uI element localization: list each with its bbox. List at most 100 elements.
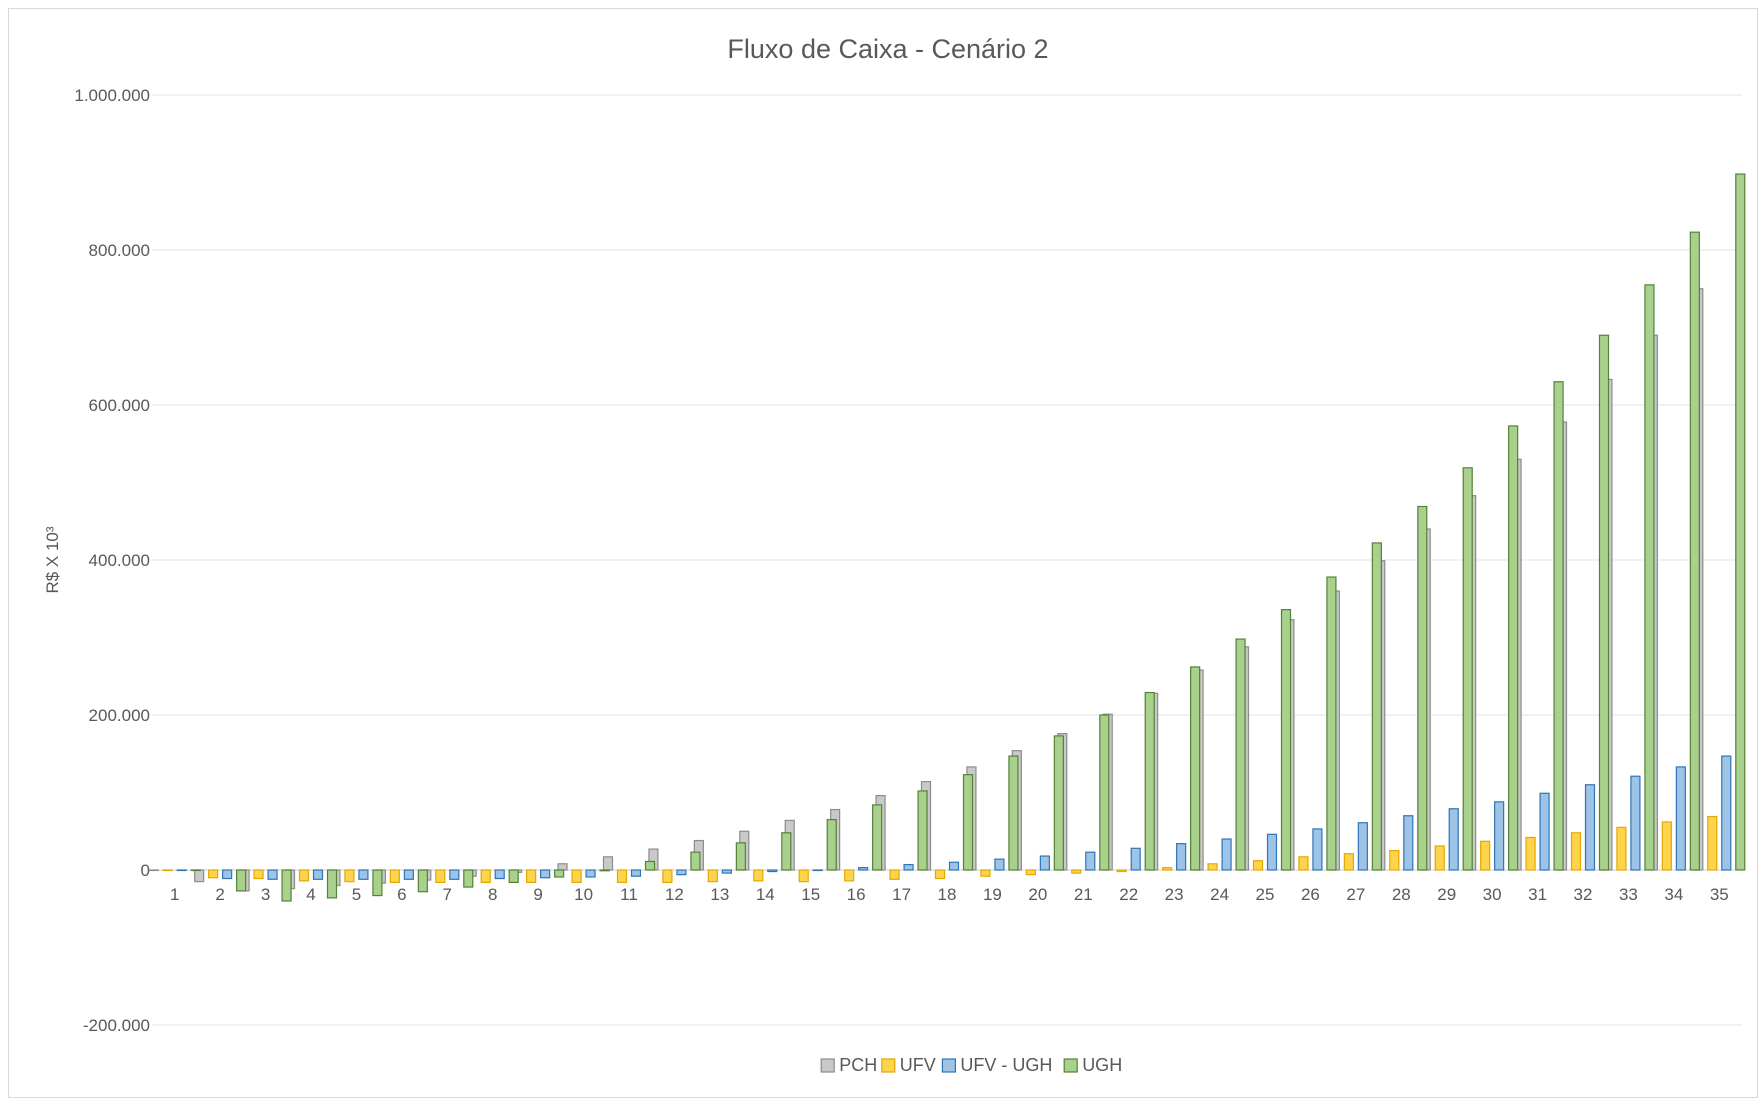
legend-item: UGH <box>1063 1055 1122 1075</box>
bar <box>236 869 247 892</box>
legend-label: PCH <box>839 1055 877 1075</box>
bar <box>826 819 837 871</box>
bar <box>1235 638 1246 871</box>
bar <box>1130 847 1141 871</box>
bar <box>980 869 991 877</box>
bar <box>176 869 187 872</box>
x-tick-label: 12 <box>665 885 684 904</box>
legend-swatch <box>1063 1058 1078 1073</box>
bar <box>526 869 537 883</box>
y-tick-label: -200.000 <box>83 1016 150 1035</box>
bar <box>1371 542 1382 871</box>
y-tick-label: 600.000 <box>89 396 150 415</box>
y-tick-label: 200.000 <box>89 706 150 725</box>
bar <box>344 869 355 883</box>
x-tick-label: 17 <box>892 885 911 904</box>
bar <box>1525 836 1536 871</box>
bar <box>962 774 974 871</box>
bar <box>1462 467 1473 871</box>
bars <box>148 173 1746 902</box>
bar <box>602 856 614 871</box>
bar <box>1644 284 1655 871</box>
bar <box>1298 856 1309 871</box>
bar <box>1326 576 1337 871</box>
bar <box>1085 851 1096 871</box>
bar <box>190 869 201 872</box>
bar <box>389 869 400 883</box>
x-tick-label: 33 <box>1619 885 1638 904</box>
bar <box>1539 792 1550 871</box>
bar <box>1616 826 1627 871</box>
bar <box>1434 845 1445 871</box>
bar <box>1008 755 1019 871</box>
bar <box>1570 832 1582 871</box>
bar <box>1553 381 1564 871</box>
bar <box>554 869 565 878</box>
bar <box>1053 735 1064 871</box>
bar <box>599 869 610 872</box>
bar <box>1448 808 1459 871</box>
gridlines <box>152 94 1742 1026</box>
x-tick-label: 28 <box>1392 885 1411 904</box>
chart-title: Fluxo de Caixa - Cenário 2 <box>727 34 1048 64</box>
bar <box>858 867 869 871</box>
bar <box>753 869 764 882</box>
legend-swatch <box>881 1058 896 1073</box>
x-tick-label: 30 <box>1483 885 1502 904</box>
series-ufv-ugh <box>176 755 1732 880</box>
bar <box>162 869 173 872</box>
bar <box>403 869 414 880</box>
x-tick-label: 21 <box>1074 885 1093 904</box>
bar <box>1598 334 1610 871</box>
y-tick-label: 0 <box>141 861 150 880</box>
legend-label: UFV <box>900 1055 936 1075</box>
bar <box>1025 869 1036 876</box>
bar <box>798 869 809 883</box>
bar <box>417 869 428 893</box>
bar <box>1480 840 1491 871</box>
y-tick-label: 800.000 <box>89 241 150 260</box>
bar <box>1675 766 1686 871</box>
bar <box>721 869 732 874</box>
bar <box>281 869 292 902</box>
bar <box>372 869 383 897</box>
bar <box>1190 666 1201 871</box>
bar <box>1661 821 1672 871</box>
bar <box>1508 425 1519 871</box>
bar <box>571 869 582 883</box>
bar <box>1689 231 1700 871</box>
x-axis-ticks: 1 2 3 4 5 6 7 8 9 10 11 12 13 14 15 16 17 18 19 20 21 22 23 24 2… <box>170 885 1729 904</box>
bar <box>1357 822 1368 871</box>
series-ufv <box>162 815 1718 883</box>
bar <box>1221 838 1232 871</box>
bar <box>1389 850 1400 871</box>
bar <box>934 869 946 880</box>
x-tick-label: 22 <box>1119 885 1138 904</box>
bar <box>508 869 519 883</box>
x-tick-label: 34 <box>1664 885 1683 904</box>
bar <box>298 869 310 882</box>
bar <box>1116 869 1127 873</box>
bar <box>312 869 324 880</box>
y-tick-label: 400.000 <box>89 551 150 570</box>
bar <box>644 860 656 871</box>
bar <box>616 869 628 883</box>
bar <box>1312 828 1323 871</box>
bar <box>1417 505 1428 871</box>
bar <box>1176 843 1187 871</box>
bar <box>1039 855 1050 871</box>
bar <box>872 804 883 871</box>
x-tick-label: 23 <box>1165 885 1184 904</box>
bar <box>557 863 568 871</box>
bar <box>1099 714 1110 871</box>
bar <box>917 790 928 871</box>
bar <box>630 869 642 877</box>
x-tick-label: 9 <box>533 885 542 904</box>
x-tick-label: 15 <box>801 885 820 904</box>
legend-item: UFV <box>881 1055 936 1075</box>
x-tick-label: 11 <box>620 885 638 904</box>
bar <box>449 869 460 880</box>
bar <box>1280 608 1292 871</box>
bar <box>994 858 1005 871</box>
bar <box>812 869 823 872</box>
